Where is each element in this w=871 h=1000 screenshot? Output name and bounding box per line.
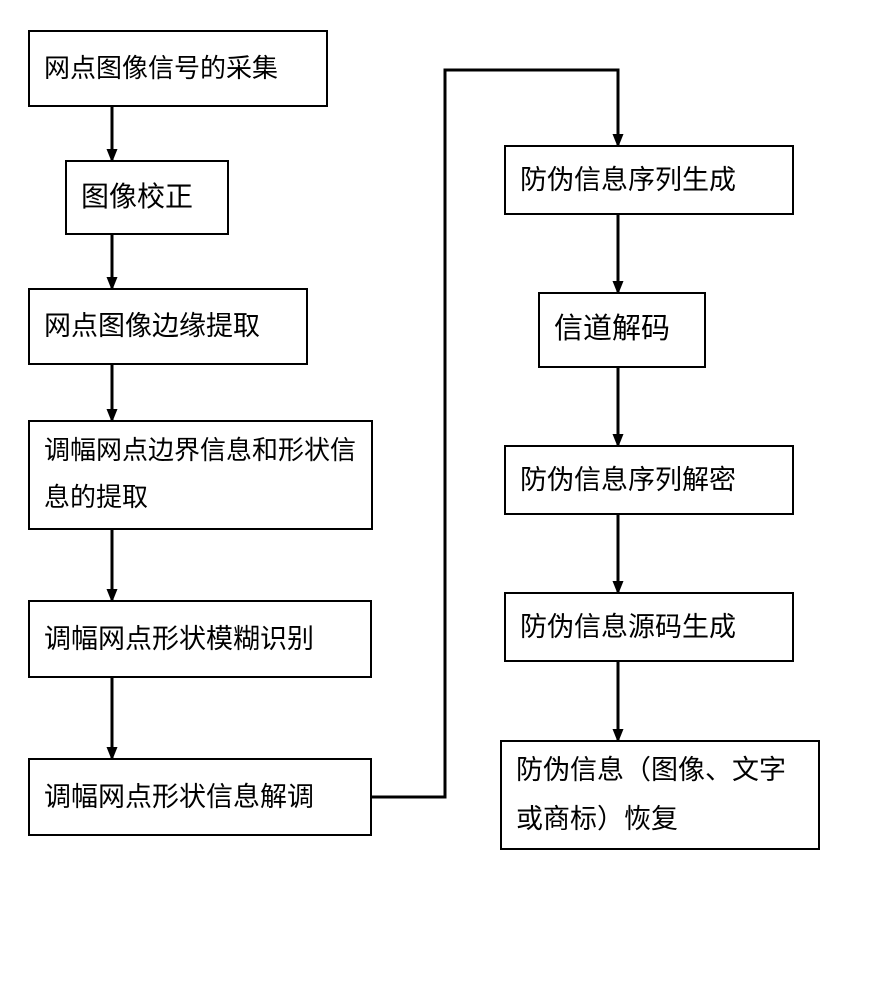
flow-node-n2: 图像校正: [65, 160, 229, 235]
flow-node-label: 调幅网点边界信息和形状信息的提取: [44, 428, 357, 522]
flow-node-n9: 防伪信息序列解密: [504, 445, 794, 515]
flow-node-n4: 调幅网点边界信息和形状信息的提取: [28, 420, 373, 530]
flow-node-label: 防伪信息（图像、文字或商标）恢复: [516, 746, 804, 843]
flow-node-n10: 防伪信息源码生成: [504, 592, 794, 662]
flow-node-label: 调幅网点形状模糊识别: [44, 619, 314, 660]
flow-node-label: 信道解码: [554, 308, 670, 352]
flow-node-label: 防伪信息源码生成: [520, 607, 736, 648]
flow-node-n11: 防伪信息（图像、文字或商标）恢复: [500, 740, 820, 850]
flow-node-label: 图像校正: [81, 177, 193, 219]
flow-node-n5: 调幅网点形状模糊识别: [28, 600, 372, 678]
flow-node-n7: 防伪信息序列生成: [504, 145, 794, 215]
flow-node-n1: 网点图像信号的采集: [28, 30, 328, 107]
flow-node-n8: 信道解码: [538, 292, 706, 368]
flow-node-label: 网点图像边缘提取: [44, 306, 260, 347]
flow-node-label: 网点图像信号的采集: [44, 49, 278, 88]
flow-node-label: 防伪信息序列解密: [520, 460, 736, 501]
flow-node-n3: 网点图像边缘提取: [28, 288, 308, 365]
flow-node-label: 调幅网点形状信息解调: [44, 777, 314, 818]
flow-node-n6: 调幅网点形状信息解调: [28, 758, 372, 836]
flow-node-label: 防伪信息序列生成: [520, 160, 736, 201]
